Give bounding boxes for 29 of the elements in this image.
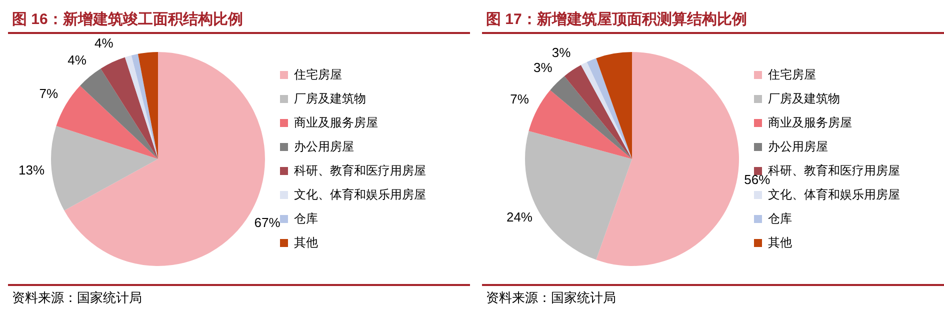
legend-label: 文化、体育和娱乐用房屋 [294, 187, 426, 202]
legend-label: 其他 [294, 235, 318, 250]
data-label: 7% [510, 92, 530, 107]
legend-label: 办公用房屋 [768, 139, 828, 154]
legend-label: 厂房及建筑物 [768, 91, 840, 106]
data-label: 4% [68, 52, 87, 68]
text: 资料来源：国家统计局 [486, 289, 617, 307]
legend-label: 厂房及建筑物 [294, 91, 366, 106]
chart-title: 图 17：新增建筑屋顶面积测算结构比例 [482, 8, 944, 34]
legend-label: 办公用房屋 [294, 139, 354, 154]
legend-label: 商业及服务房屋 [768, 115, 852, 130]
legend-label: 科研、教育和医疗用房屋 [294, 163, 426, 178]
legend-label: 其他 [768, 235, 792, 250]
legend-label: 文化、体育和娱乐用房屋 [768, 187, 900, 202]
legend-label: 仓库 [294, 211, 318, 226]
data-label: 3% [552, 45, 572, 60]
data-label: 13% [18, 162, 46, 178]
text: 资料来源：国家统计局 [12, 289, 143, 307]
chart-title: 图 16：新增建筑竣工面积结构比例 [8, 8, 470, 34]
data-label: 7% [39, 86, 59, 101]
legend-label: 住宅房屋 [293, 67, 342, 82]
legend-label: 商业及服务房屋 [294, 115, 378, 130]
legend-label: 住宅房屋 [767, 67, 816, 82]
data-label: 3% [534, 60, 553, 76]
legend-label: 仓库 [768, 211, 792, 226]
data-label: 67% [254, 215, 281, 230]
data-label: 4% [94, 36, 114, 51]
data-label: 24% [506, 209, 533, 224]
legend-label: 科研、教育和医疗用房屋 [768, 163, 900, 178]
